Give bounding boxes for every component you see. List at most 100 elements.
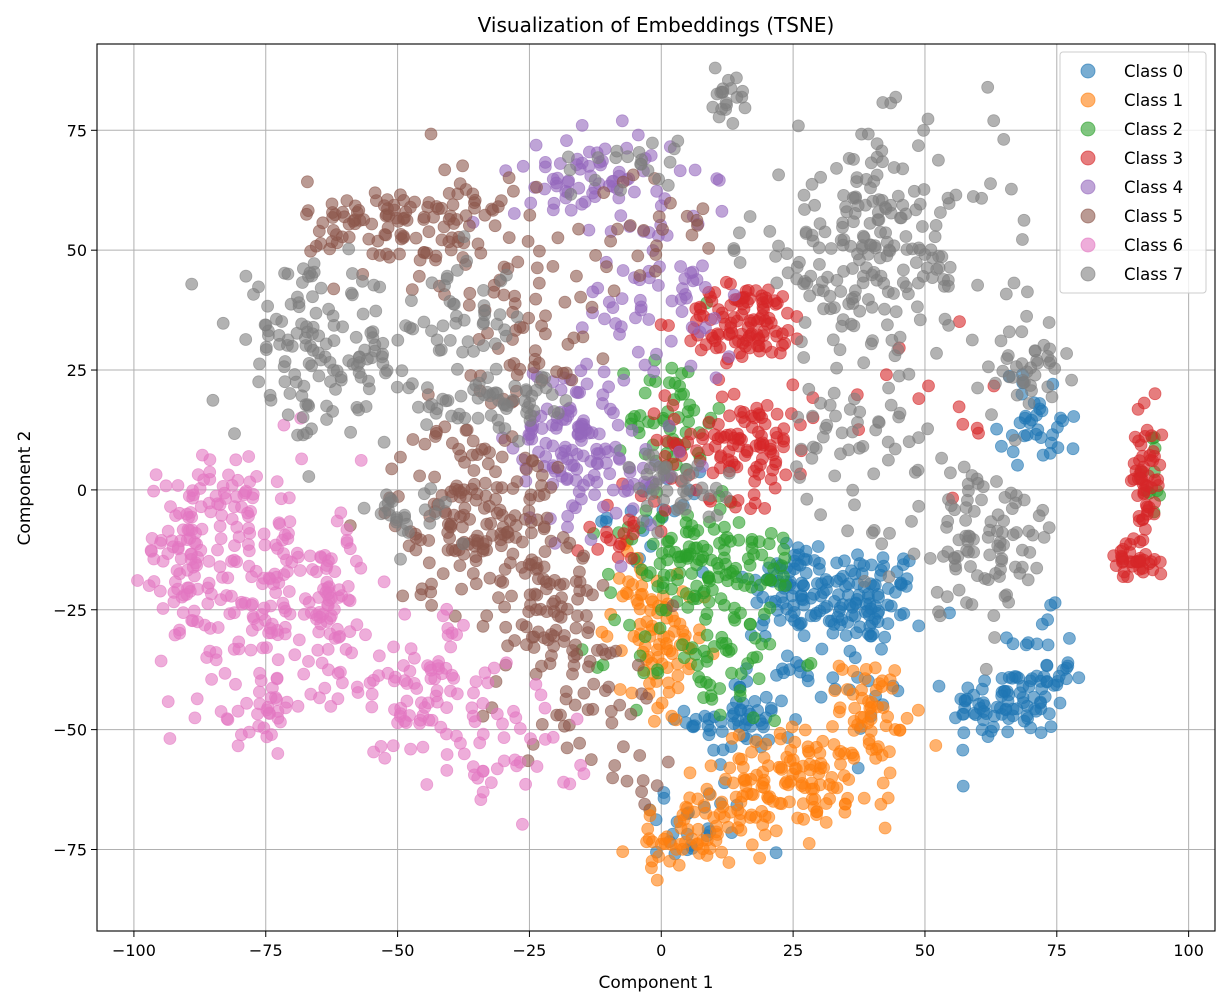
scatter-point xyxy=(494,539,508,553)
y-tick-label: 75 xyxy=(67,121,87,140)
scatter-point xyxy=(342,242,356,256)
scatter-point xyxy=(911,276,925,290)
scatter-point xyxy=(425,276,439,290)
scatter-point xyxy=(601,445,615,459)
scatter-point xyxy=(756,776,770,790)
scatter-point xyxy=(544,534,558,548)
scatter-point xyxy=(883,526,896,540)
scatter-point xyxy=(525,454,539,468)
scatter-point xyxy=(260,641,273,654)
scatter-point xyxy=(633,481,646,495)
scatter-point xyxy=(800,492,814,506)
scatter-point xyxy=(591,543,605,556)
scatter-point xyxy=(295,452,309,466)
scatter-point xyxy=(853,441,866,455)
scatter-point xyxy=(862,733,876,747)
scatter-point xyxy=(1040,659,1054,673)
scatter-point xyxy=(270,475,284,489)
scatter-point xyxy=(320,559,334,572)
scatter-point xyxy=(335,676,349,690)
scatter-point xyxy=(499,656,513,670)
scatter-point xyxy=(786,378,800,392)
scatter-point xyxy=(777,666,791,680)
scatter-point xyxy=(216,316,230,330)
scatter-point xyxy=(497,288,511,302)
scatter-point xyxy=(556,366,570,380)
scatter-point xyxy=(477,283,490,297)
scatter-point xyxy=(278,355,292,368)
x-axis-label: Component 1 xyxy=(599,973,714,993)
scatter-point xyxy=(393,247,406,261)
scatter-point xyxy=(281,408,295,422)
scatter-point xyxy=(447,672,461,685)
scatter-point xyxy=(827,386,841,400)
scatter-point xyxy=(894,211,907,225)
scatter-point xyxy=(953,315,966,329)
scatter-point xyxy=(718,543,731,557)
scatter-point xyxy=(855,127,868,141)
scatter-point xyxy=(1013,567,1027,580)
scatter-point xyxy=(1043,342,1057,356)
scatter-point xyxy=(521,401,534,414)
scatter-point xyxy=(149,468,163,482)
scatter-point xyxy=(1153,555,1167,569)
scatter-point xyxy=(171,479,185,492)
scatter-point xyxy=(477,388,491,402)
scatter-point xyxy=(1060,347,1073,360)
scatter-point xyxy=(781,266,795,280)
x-tick-label: −50 xyxy=(381,941,415,960)
scatter-point xyxy=(604,533,617,547)
scatter-point xyxy=(611,222,624,236)
scatter-point xyxy=(944,466,957,480)
scatter-point xyxy=(967,504,981,518)
scatter-point xyxy=(681,801,694,815)
scatter-point xyxy=(569,621,583,635)
scatter-point xyxy=(405,377,419,391)
scatter-point xyxy=(551,231,565,245)
scatter-point xyxy=(983,548,997,562)
legend-label: Class 6 xyxy=(1124,236,1183,255)
scatter-point xyxy=(851,247,864,261)
scatter-point xyxy=(466,434,480,448)
scatter-point xyxy=(698,709,712,723)
scatter-point xyxy=(222,468,235,482)
x-tick-label: −100 xyxy=(112,941,156,960)
scatter-point xyxy=(755,637,769,651)
scatter-point xyxy=(641,164,655,177)
scatter-point xyxy=(1000,631,1013,645)
scatter-point xyxy=(282,491,296,505)
scatter-point xyxy=(976,480,990,494)
scatter-point xyxy=(747,548,760,561)
scatter-point xyxy=(501,639,515,653)
y-tick-label: 50 xyxy=(67,241,87,260)
scatter-point xyxy=(817,284,830,298)
scatter-point xyxy=(772,239,785,253)
scatter-point xyxy=(1066,442,1080,456)
scatter-point xyxy=(477,315,491,329)
scatter-point xyxy=(621,150,635,164)
scatter-point xyxy=(516,159,530,173)
scatter-point xyxy=(571,609,584,623)
series-class-7 xyxy=(185,61,1078,676)
scatter-point xyxy=(912,431,925,445)
scatter-point xyxy=(587,677,601,691)
scatter-point xyxy=(997,132,1011,146)
scatter-point xyxy=(297,379,311,393)
scatter-point xyxy=(508,509,522,522)
scatter-point xyxy=(777,434,791,448)
scatter-point xyxy=(530,513,544,527)
scatter-point xyxy=(217,486,231,500)
scatter-point xyxy=(913,313,927,327)
scatter-point xyxy=(814,690,828,704)
scatter-point xyxy=(709,481,723,495)
scatter-point xyxy=(245,598,259,612)
scatter-point xyxy=(642,448,656,462)
scatter-point xyxy=(832,747,846,761)
scatter-point xyxy=(239,269,253,283)
scatter-point xyxy=(832,705,846,719)
scatter-point xyxy=(769,457,782,471)
scatter-point xyxy=(261,329,275,342)
y-tick-label: 0 xyxy=(77,481,87,500)
scatter-point xyxy=(673,164,687,178)
scatter-point xyxy=(928,230,942,244)
